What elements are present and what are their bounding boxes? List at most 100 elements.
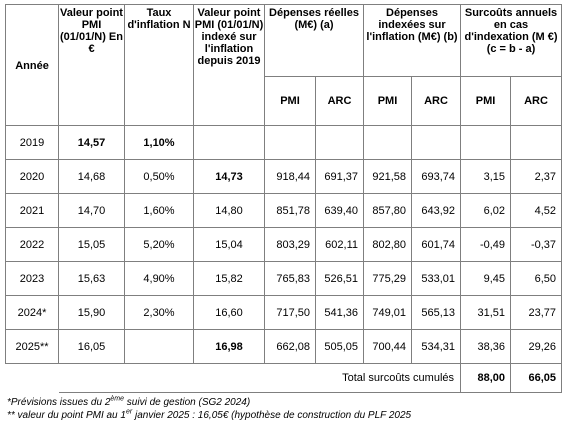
cell-di-pmi: 700,44 — [363, 329, 412, 364]
cell-s-arc: -0,37 — [510, 227, 563, 262]
cell-annee: 2022 — [5, 227, 59, 262]
cell-dr-arc — [315, 125, 364, 160]
footnote-1-text-end: suivi de gestion (SG2 2024) — [124, 397, 251, 408]
total-spacer — [5, 363, 59, 393]
cell-s-pmi: 6,02 — [460, 193, 512, 228]
cell-taux: 4,90% — [124, 261, 194, 296]
cell-indexe: 16,60 — [193, 295, 265, 330]
cell-di-arc — [410, 125, 462, 160]
header-surcouts: Surcoûts annuels en cas d'indexation (M … — [460, 4, 563, 77]
cell-dr-pmi: 918,44 — [264, 159, 316, 194]
total-label: Total surcoûts cumulés — [58, 363, 462, 393]
table-row: 2023 15,63 4,90% 15,82 765,83 526,51 775… — [5, 261, 563, 296]
cell-taux: 2,30% — [124, 295, 194, 330]
table-row: 2022 15,05 5,20% 15,04 803,29 602,11 802… — [5, 227, 563, 262]
cell-indexe: 15,04 — [193, 227, 265, 262]
cell-s-arc: 2,37 — [510, 159, 563, 194]
cell-valeur: 15,05 — [58, 227, 125, 262]
header-valeur-indexee: Valeur point PMI (01/01/N) indexé sur l'… — [193, 4, 265, 126]
header-row: Année Valeur point PMI (01/01/N) En € Ta… — [5, 4, 563, 126]
cell-annee: 2023 — [5, 261, 59, 296]
cell-di-pmi: 857,80 — [363, 193, 412, 228]
cell-s-arc: 29,26 — [510, 329, 563, 364]
table-row: 2019 14,57 1,10% — [5, 125, 563, 160]
subheader-row: PMI ARC PMI ARC PMI ARC — [6, 76, 563, 126]
footnote-1-text: *Prévisions issues du 2 — [7, 397, 111, 408]
cell-dr-pmi: 717,50 — [264, 295, 316, 330]
footnote-2-text: ** valeur du point PMI au 1 — [7, 410, 126, 421]
cell-valeur: 14,57 — [58, 125, 125, 160]
cell-dr-pmi: 803,29 — [264, 227, 316, 262]
table-row: 2025** 16,05 16,98 662,08 505,05 700,44 … — [5, 329, 563, 364]
cell-s-arc — [510, 125, 563, 160]
cell-dr-arc: 639,40 — [315, 193, 364, 228]
cell-di-pmi — [363, 125, 412, 160]
cell-s-pmi — [460, 125, 512, 160]
cell-indexe: 14,73 — [193, 159, 265, 194]
cell-di-arc: 601,74 — [410, 227, 462, 262]
cell-dr-pmi: 662,08 — [264, 329, 316, 364]
cell-taux: 0,50% — [124, 159, 194, 194]
table-row: 2021 14,70 1,60% 14,80 851,78 639,40 857… — [5, 193, 563, 228]
footnotes: *Prévisions issues du 2ème suivi de gest… — [5, 396, 561, 422]
cell-dr-pmi: 765,83 — [264, 261, 316, 296]
cell-valeur: 16,05 — [58, 329, 125, 364]
cell-s-pmi: 3,15 — [460, 159, 512, 194]
subheader-arc: ARC — [315, 76, 364, 126]
cell-di-arc: 533,01 — [410, 261, 462, 296]
cell-s-arc: 23,77 — [510, 295, 563, 330]
header-depenses-reelles: Dépenses réelles (M€) (a) — [264, 4, 364, 77]
cell-annee: 2020 — [5, 159, 59, 194]
cell-di-pmi: 775,29 — [363, 261, 412, 296]
inflation-table: Année Valeur point PMI (01/01/N) En € Ta… — [5, 4, 563, 393]
cell-di-arc: 534,31 — [410, 329, 462, 364]
total-row: Total surcoûts cumulés 88,00 66,05 — [5, 363, 563, 393]
subheader-arc: ARC — [510, 76, 563, 126]
cell-taux: 1,10% — [124, 125, 194, 160]
cell-valeur: 14,68 — [58, 159, 125, 194]
cell-annee: 2025** — [5, 329, 59, 364]
cell-s-pmi: 31,51 — [460, 295, 512, 330]
subheader-pmi: PMI — [363, 76, 412, 126]
cell-indexe: 15,82 — [193, 261, 265, 296]
cell-s-arc: 6,50 — [510, 261, 563, 296]
cell-dr-arc: 602,11 — [315, 227, 364, 262]
cell-s-arc: 4,52 — [510, 193, 563, 228]
cell-di-arc: 565,13 — [410, 295, 462, 330]
cell-di-pmi: 802,80 — [363, 227, 412, 262]
cell-annee: 2019 — [5, 125, 59, 160]
table-row: 2024* 15,90 2,30% 16,60 717,50 541,36 74… — [5, 295, 563, 330]
header-valeur-point: Valeur point PMI (01/01/N) En € — [58, 4, 125, 126]
header-depenses-indexees: Dépenses indexées sur l'inflation (M€) (… — [362, 4, 462, 77]
cell-taux: 5,20% — [124, 227, 194, 262]
cell-indexe — [193, 125, 265, 160]
cell-taux: 1,60% — [124, 193, 194, 228]
cell-valeur: 14,70 — [58, 193, 125, 228]
cell-dr-arc: 691,37 — [315, 159, 364, 194]
cell-s-pmi: 9,45 — [460, 261, 512, 296]
subheader-arc: ARC — [410, 76, 462, 126]
subheader-pmi: PMI — [460, 76, 512, 126]
cell-valeur: 15,90 — [58, 295, 125, 330]
cell-indexe: 14,80 — [193, 193, 265, 228]
cell-di-arc: 643,92 — [410, 193, 462, 228]
subheader-pmi: PMI — [264, 76, 316, 126]
cell-di-arc: 693,74 — [410, 159, 462, 194]
header-taux-inflation: Taux d'inflation N — [124, 4, 194, 126]
cell-dr-arc: 526,51 — [315, 261, 364, 296]
table-row: 2020 14,68 0,50% 14,73 918,44 691,37 921… — [5, 159, 563, 194]
total-pmi: 88,00 — [460, 363, 512, 393]
footnote-2-text-end: janvier 2025 : 16,05€ (hypothèse de cons… — [132, 410, 412, 421]
footnote-2-sup: er — [125, 408, 133, 416]
footnote-1: *Prévisions issues du 2ème suivi de gest… — [7, 396, 561, 409]
cell-di-pmi: 921,58 — [363, 159, 412, 194]
cell-s-pmi: -0,49 — [460, 227, 512, 262]
cell-dr-pmi: 851,78 — [264, 193, 316, 228]
cell-taux — [124, 329, 194, 364]
cell-dr-arc: 541,36 — [315, 295, 364, 330]
cell-valeur: 15,63 — [58, 261, 125, 296]
cell-dr-arc: 505,05 — [315, 329, 364, 364]
cell-annee: 2024* — [5, 295, 59, 330]
cell-indexe: 16,98 — [193, 329, 265, 364]
document-area: Année Valeur point PMI (01/01/N) En € Ta… — [5, 4, 563, 422]
